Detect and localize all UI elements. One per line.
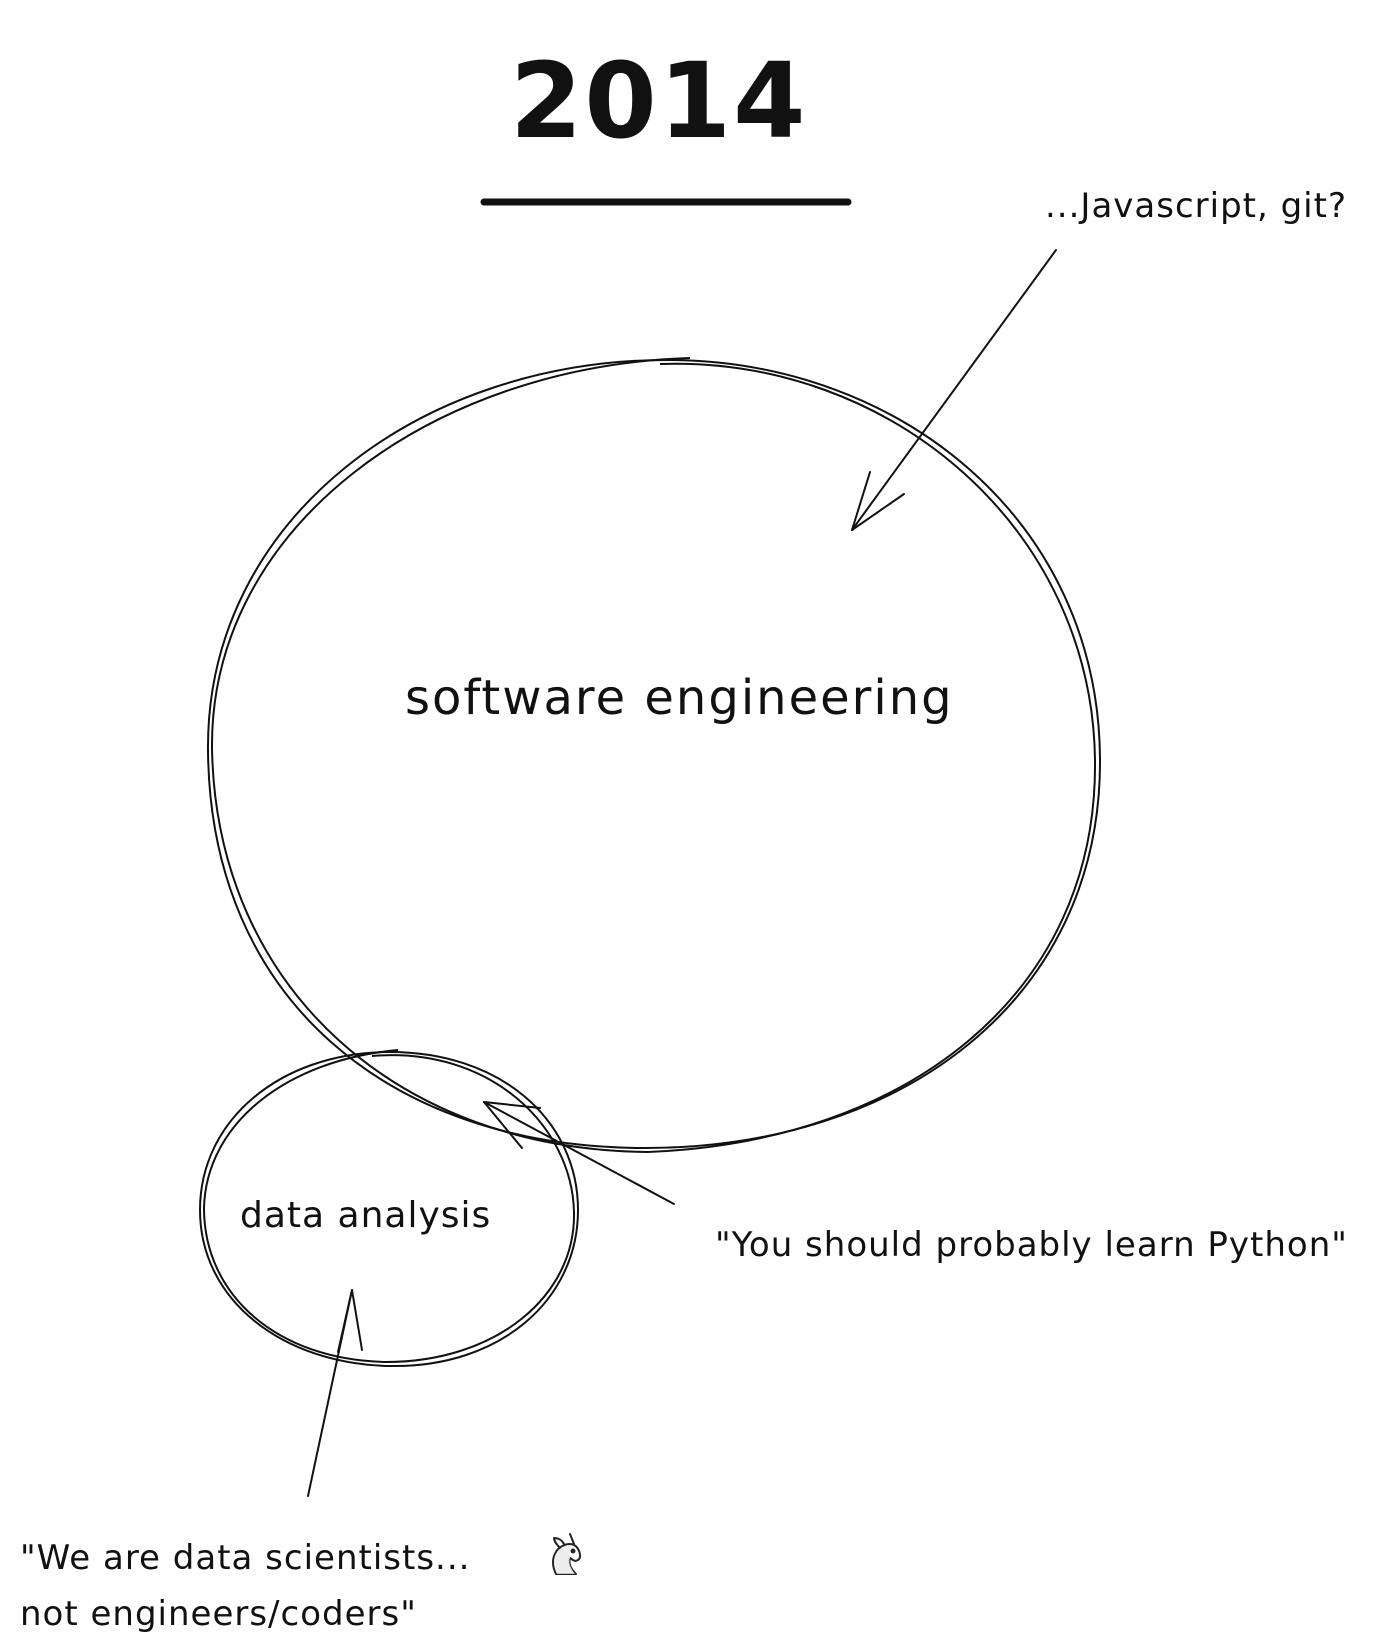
annotation-data-scientists: "We are data scientists... not engineers… [20, 1530, 470, 1642]
software-engineering-label: software engineering [405, 670, 954, 726]
annotation-javascript-git: ...Javascript, git? [1045, 186, 1348, 226]
software-engineering-circle [206, 357, 1102, 1154]
data-analysis-label: data analysis [240, 1195, 492, 1236]
diagram-title: 2014 [510, 40, 808, 162]
annotation-learn-python: "You should probably learn Python" [715, 1225, 1348, 1265]
arrow-data-scientists [307, 1289, 363, 1497]
arrow-javascript [851, 249, 1057, 531]
data-analysis-circle [198, 1049, 580, 1368]
annotation-data-scientists-line1: "We are data scientists... [20, 1538, 471, 1578]
annotation-data-scientists-line2: not engineers/coders" [20, 1594, 417, 1634]
unicorn-icon [552, 1533, 581, 1575]
arrow-python [483, 1101, 675, 1205]
